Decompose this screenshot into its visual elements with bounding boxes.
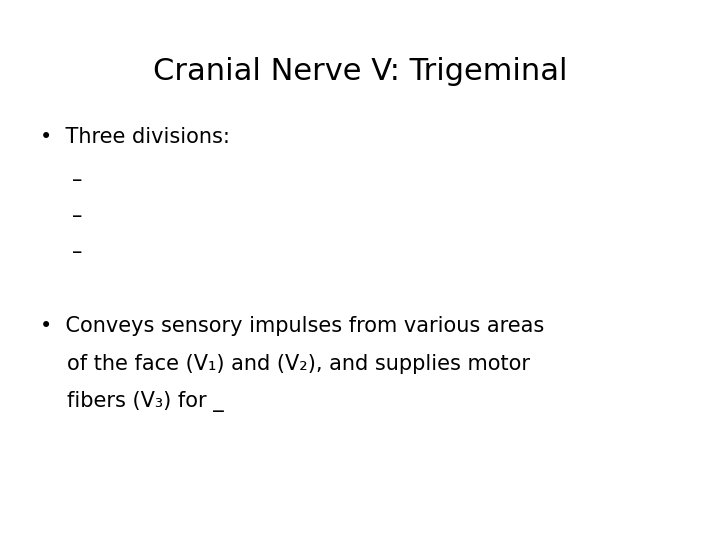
Text: –: – xyxy=(72,242,82,262)
Text: Cranial Nerve V: Trigeminal: Cranial Nerve V: Trigeminal xyxy=(153,57,567,86)
Text: of the face (V₁) and (V₂), and supplies motor: of the face (V₁) and (V₂), and supplies … xyxy=(67,354,530,374)
Text: •  Conveys sensory impulses from various areas: • Conveys sensory impulses from various … xyxy=(40,316,544,336)
Text: –: – xyxy=(72,170,82,190)
Text: •  Three divisions:: • Three divisions: xyxy=(40,127,230,147)
Text: –: – xyxy=(72,206,82,226)
Text: fibers (V₃) for _: fibers (V₃) for _ xyxy=(67,392,224,413)
